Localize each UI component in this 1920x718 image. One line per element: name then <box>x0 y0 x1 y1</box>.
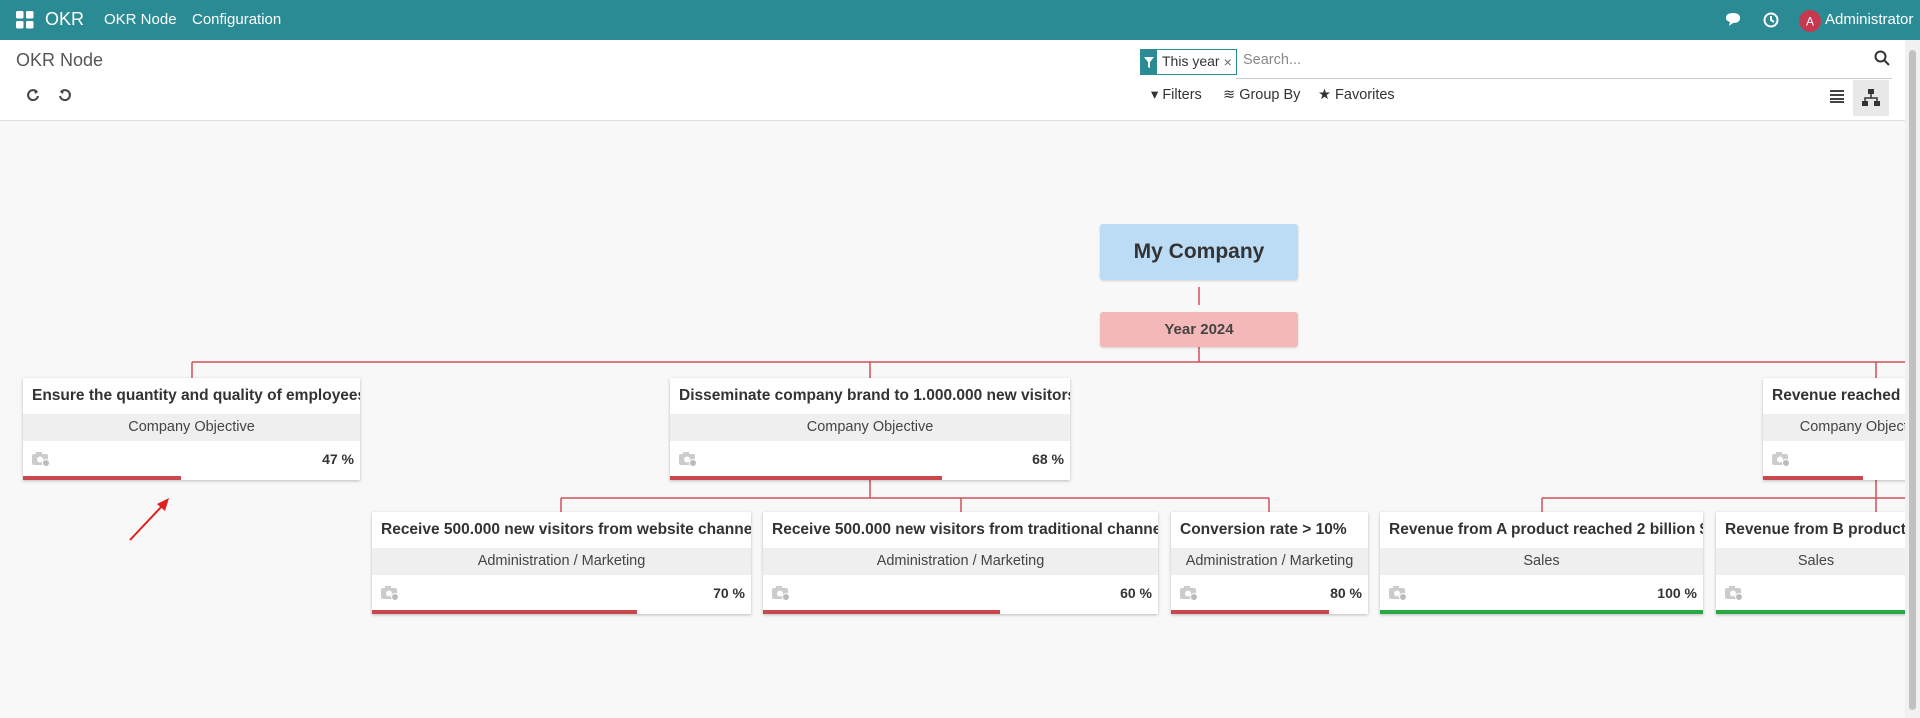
avatar[interactable]: A <box>1799 10 1821 32</box>
progress-label: 60 % <box>1120 585 1152 601</box>
card-subtitle: Company Objective <box>23 414 360 441</box>
progress-label: 80 % <box>1330 585 1362 601</box>
facet-icon <box>1141 50 1157 74</box>
app-name[interactable]: OKR <box>45 9 85 29</box>
progress-bar <box>763 610 1000 614</box>
progress-bar <box>1716 610 1905 614</box>
card-title: Receive 500.000 new visitors from tradit… <box>772 521 1158 538</box>
okr-card[interactable]: Conversion rate > 10% Administration / Ma… <box>1171 512 1368 614</box>
okr-card[interactable]: Revenue from B product re Sales <box>1716 512 1905 614</box>
card-title: Ensure the quantity and quality of emplo… <box>32 387 360 404</box>
okr-card[interactable]: Receive 500.000 new visitors from websit… <box>372 512 751 614</box>
connectors <box>129 287 1905 541</box>
reload-icon[interactable] <box>26 88 40 102</box>
okr-card[interactable]: Ensure the quantity and quality of emplo… <box>23 378 360 480</box>
okr-card[interactable]: Disseminate company brand to 1.000.000 n… <box>670 378 1070 480</box>
navbar: OKR OKR Node Configuration A Administrat… <box>0 0 1920 40</box>
apps-icon[interactable] <box>16 11 34 29</box>
card-footer: 47 % <box>23 441 360 476</box>
card-subtitle: Company Objective <box>1763 414 1905 441</box>
card-footer: 68 % <box>670 441 1070 476</box>
card-footer <box>1716 575 1905 610</box>
period-node[interactable]: Year 2024 <box>1100 312 1298 347</box>
card-subtitle: Administration / Marketing <box>372 548 751 575</box>
hierarchy-view-button[interactable] <box>1853 80 1889 116</box>
facet-remove[interactable]: × <box>1223 54 1232 70</box>
okr-card[interactable]: Receive 500.000 new visitors from tradit… <box>763 512 1158 614</box>
progress-label: 47 % <box>322 451 354 467</box>
card-footer: 80 % <box>1171 575 1368 610</box>
scroll-thumb <box>1909 50 1916 710</box>
favorites-label: Favorites <box>1335 87 1395 103</box>
card-title: Revenue from B product re <box>1725 521 1905 538</box>
card-subtitle: Administration / Marketing <box>763 548 1158 575</box>
facet-value: This year <box>1162 53 1220 69</box>
card-footer: 100 % <box>1380 575 1703 610</box>
chat-icon[interactable] <box>1725 12 1743 28</box>
avatar-letter: A <box>1806 15 1814 29</box>
filters-label: Filters <box>1162 87 1202 103</box>
card-footer <box>1763 441 1905 476</box>
search-facet: This year × <box>1140 49 1237 75</box>
card-title: Revenue reached 1 <box>1772 387 1905 404</box>
search-underline <box>1236 78 1892 79</box>
card-footer: 60 % <box>763 575 1158 610</box>
control-panel: OKR Node This year × Search... ▾ Filters… <box>0 40 1905 121</box>
filters-button[interactable]: ▾ Filters <box>1151 87 1202 103</box>
scrollbar <box>1905 40 1920 718</box>
progress-bar <box>1171 610 1329 614</box>
okr-card[interactable]: Revenue reached 1 Company Objective <box>1763 378 1905 480</box>
okr-card[interactable]: Revenue from A product reached 2 billion… <box>1380 512 1703 614</box>
user-name[interactable]: Administrator <box>1825 11 1914 28</box>
card-subtitle: Sales <box>1716 548 1905 575</box>
card-title: Disseminate company brand to 1.000.000 n… <box>679 387 1070 404</box>
annotation-arrow <box>129 498 169 541</box>
card-title: Receive 500.000 new visitors from websit… <box>381 521 751 538</box>
menu-item[interactable]: OKR Node <box>104 11 177 28</box>
card-subtitle: Company Objective <box>670 414 1070 441</box>
card-subtitle: Administration / Marketing <box>1171 548 1368 575</box>
list-view-icon[interactable] <box>1829 89 1845 103</box>
root-node[interactable]: My Company <box>1100 224 1298 280</box>
undo-icon[interactable] <box>58 88 72 102</box>
search-input[interactable]: Search... <box>1243 52 1302 68</box>
favorites-button[interactable]: ★ Favorites <box>1318 87 1395 103</box>
card-title: Conversion rate > 10% <box>1180 521 1347 538</box>
progress-bar <box>670 476 942 480</box>
progress-bar <box>372 610 638 614</box>
groupby-button[interactable]: ≋ Group By <box>1223 87 1301 103</box>
progress-bar <box>23 476 182 480</box>
progress-label: 100 % <box>1657 585 1697 601</box>
progress-label: 70 % <box>713 585 745 601</box>
groupby-label: Group By <box>1239 87 1301 103</box>
menu-item[interactable]: Configuration <box>192 11 282 28</box>
progress-bar <box>1380 610 1703 614</box>
card-title: Revenue from A product reached 2 billion… <box>1389 521 1703 538</box>
activity-icon[interactable] <box>1763 12 1779 28</box>
card-footer: 70 % <box>372 575 751 610</box>
progress-label: 68 % <box>1032 451 1064 467</box>
progress-bar <box>1763 476 1863 480</box>
search-icon[interactable] <box>1874 50 1890 66</box>
breadcrumb: OKR Node <box>16 50 104 70</box>
card-subtitle: Sales <box>1380 548 1703 575</box>
tree-area: My Company Year 2024 Ensure the quantity… <box>0 121 1905 718</box>
